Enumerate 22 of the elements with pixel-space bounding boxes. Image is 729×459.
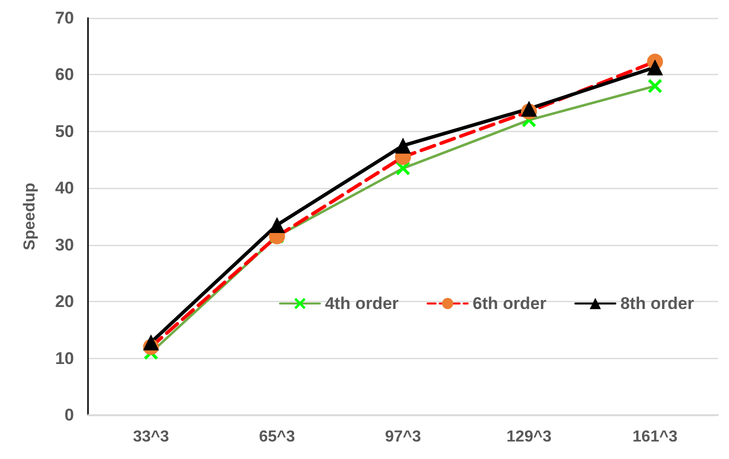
y-tick-label: 20 <box>55 292 74 312</box>
y-tick-label: 70 <box>55 8 74 28</box>
legend-label: 6th order <box>472 294 547 313</box>
legend-label: 8th order <box>620 294 694 313</box>
y-tick-label: 10 <box>55 348 74 368</box>
x-tick-label: 65^3 <box>258 428 296 446</box>
point <box>521 100 537 117</box>
point <box>395 138 411 154</box>
y-tick-label: 50 <box>55 122 74 141</box>
y-axis-title: Speedup <box>22 182 38 250</box>
x-tick-label: 33^3 <box>132 428 170 446</box>
y-tick-label: 0 <box>64 406 74 424</box>
x-tick-label: 129^3 <box>506 428 552 446</box>
x-tick-label: 161^3 <box>632 428 678 446</box>
x-tick-label: 97^3 <box>384 428 422 446</box>
point <box>143 334 159 350</box>
y-tick-label: 60 <box>55 65 74 84</box>
y-tick-label: 30 <box>55 235 74 254</box>
point <box>269 217 285 234</box>
y-tick-label: 40 <box>55 178 74 198</box>
legend-label: 4th order <box>324 294 400 313</box>
point <box>647 59 663 76</box>
